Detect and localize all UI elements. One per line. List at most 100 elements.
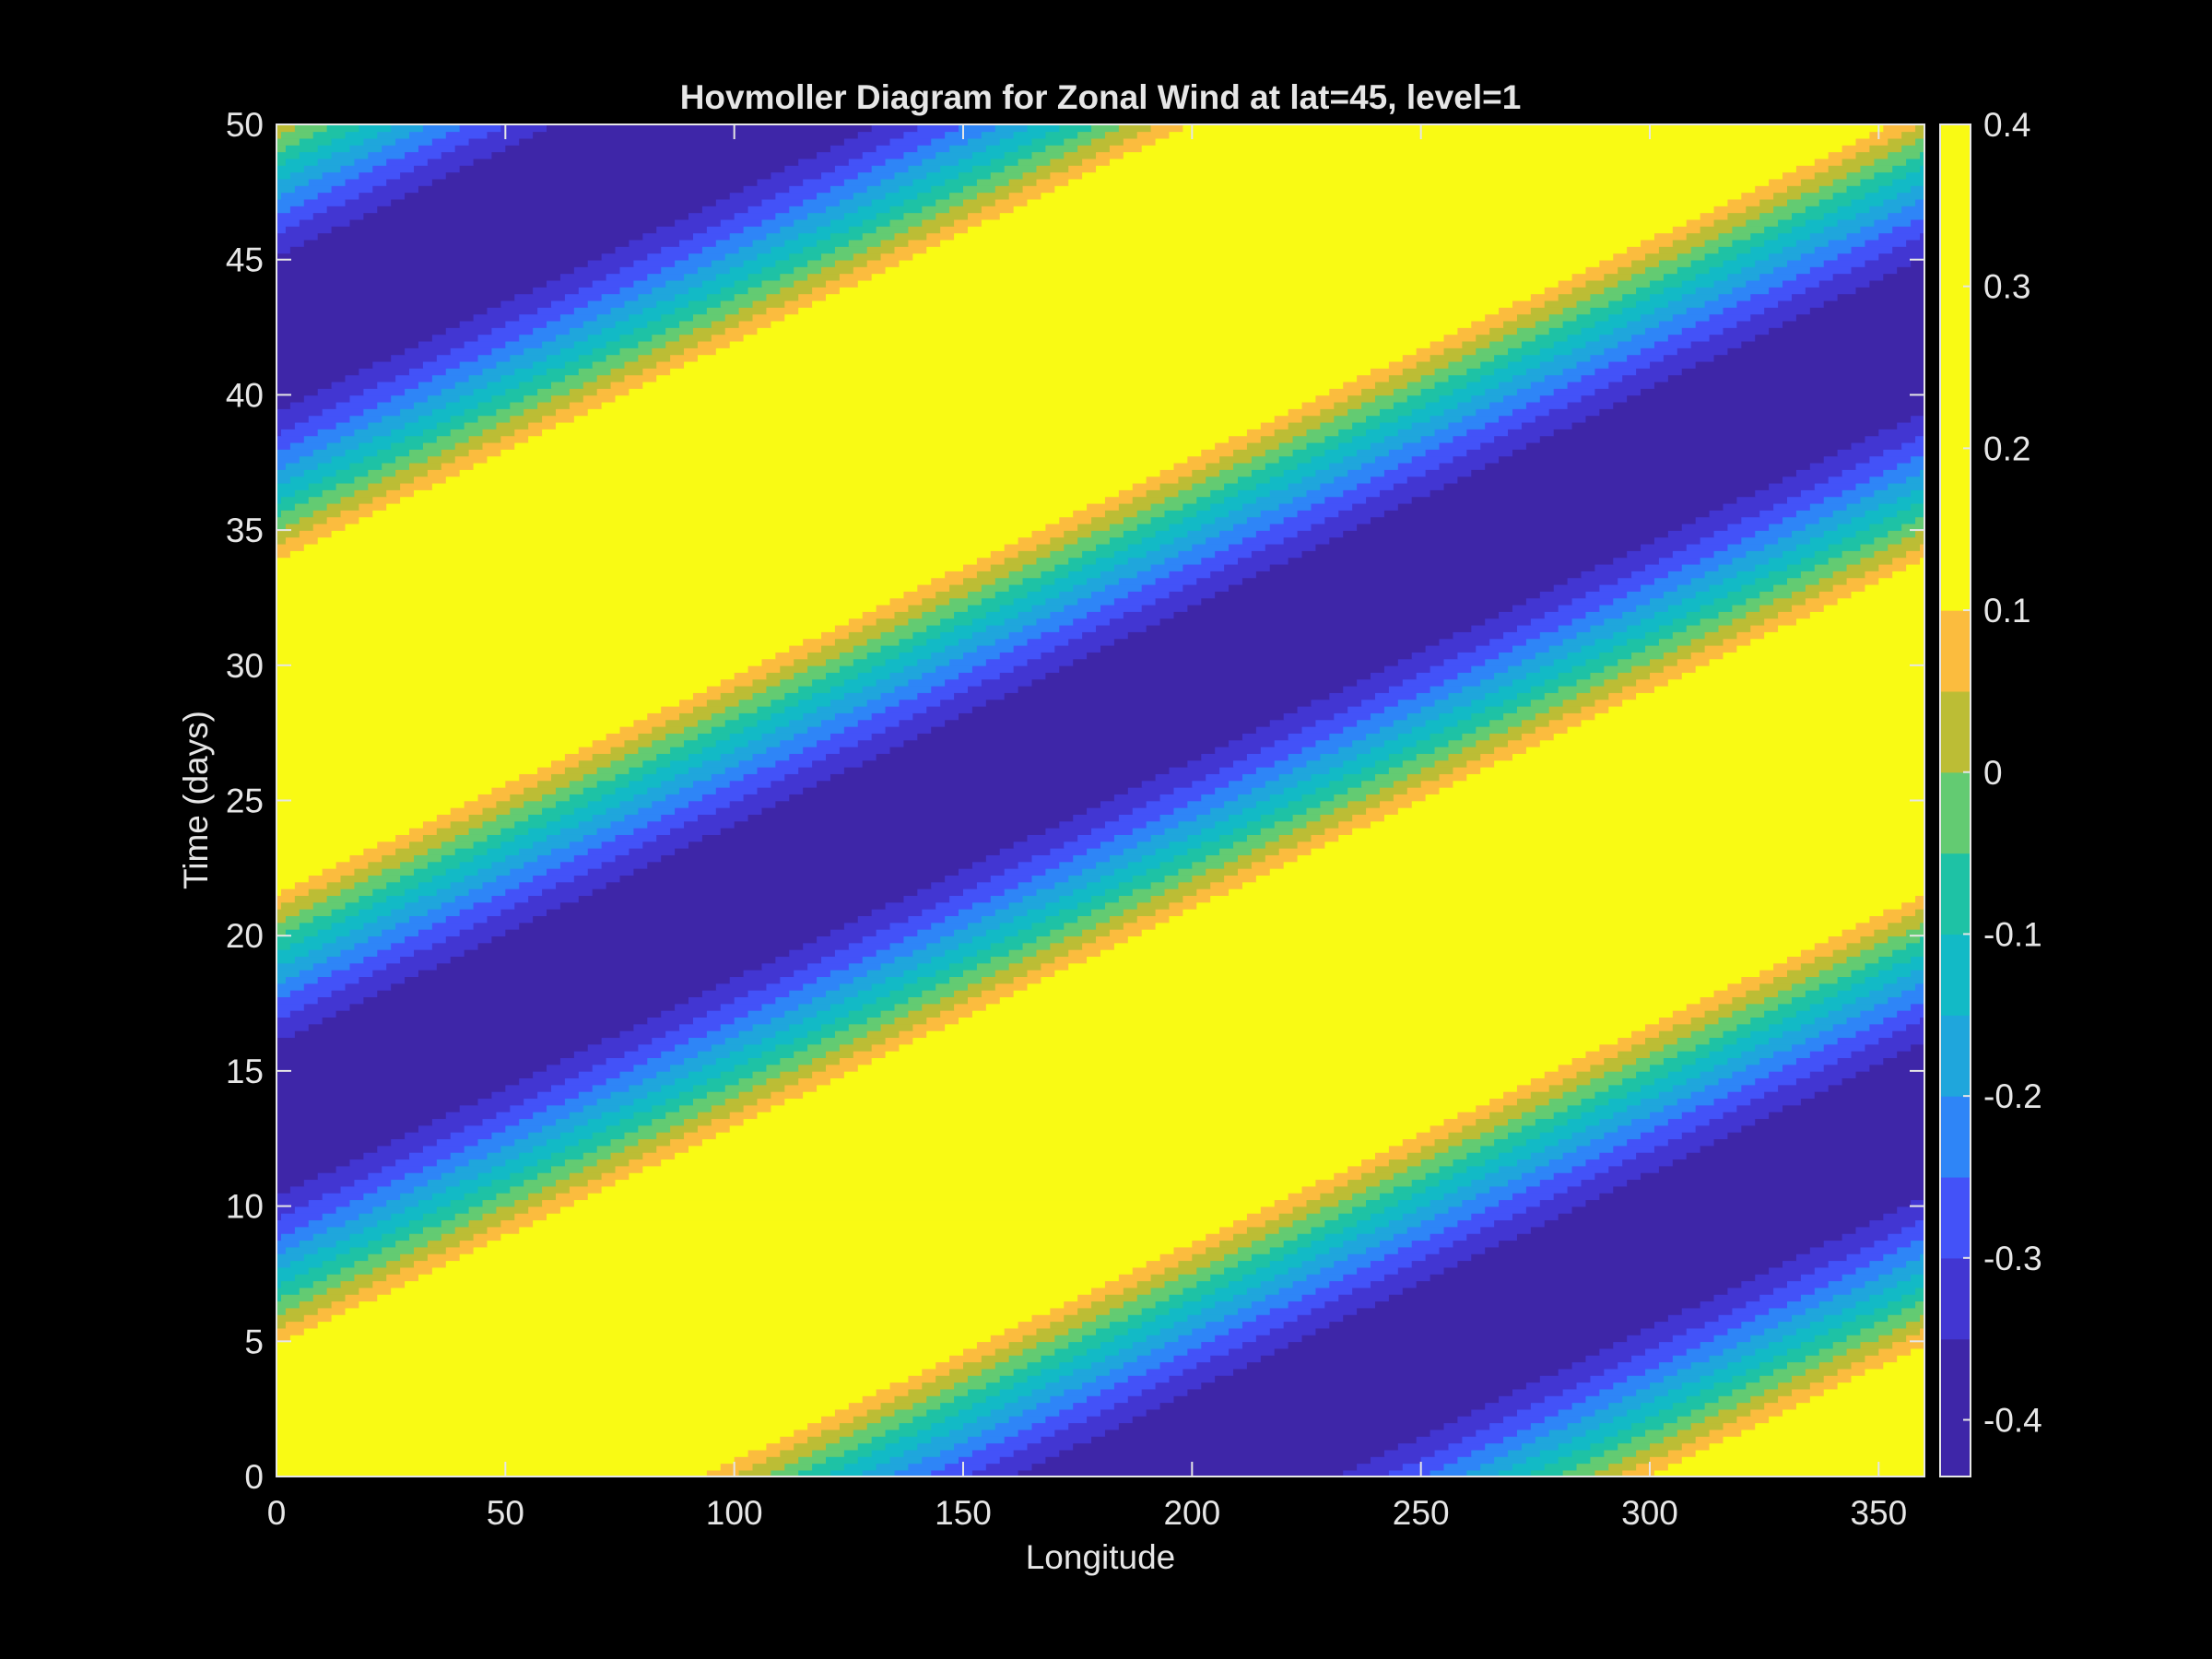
contour-cell bbox=[359, 908, 392, 916]
contour-cell bbox=[1764, 543, 1797, 551]
contour-cell bbox=[1471, 665, 1509, 673]
contour-cell bbox=[1667, 334, 1711, 342]
contour-cell bbox=[1146, 476, 1180, 484]
contour-cell bbox=[464, 340, 507, 348]
contour-cell bbox=[817, 151, 864, 159]
contour-cell bbox=[945, 644, 978, 653]
contour-cell bbox=[1201, 449, 1234, 457]
contour-cell bbox=[569, 841, 603, 849]
contour-cell bbox=[1508, 360, 1541, 369]
contour-cell bbox=[610, 1090, 649, 1100]
contour-cell bbox=[1402, 1212, 1436, 1221]
contour-cell bbox=[931, 1469, 973, 1477]
contour-cell bbox=[1681, 1382, 1715, 1390]
contour-cell bbox=[675, 293, 708, 301]
contour-cell bbox=[711, 1118, 745, 1126]
contour-cell bbox=[1741, 340, 1924, 348]
contour-cell bbox=[491, 1090, 538, 1100]
contour-cell bbox=[1769, 1037, 1806, 1045]
contour-cell bbox=[1439, 1246, 1486, 1254]
contour-cell bbox=[1411, 421, 1450, 429]
contour-cell bbox=[1077, 536, 1111, 545]
contour-cell bbox=[285, 158, 319, 166]
contour-cell bbox=[500, 435, 529, 443]
contour-cell bbox=[1064, 935, 1097, 944]
contour-cell bbox=[1516, 705, 1550, 713]
contour-cell bbox=[436, 354, 479, 362]
contour-cell bbox=[276, 1151, 365, 1160]
contour-cell bbox=[335, 861, 370, 869]
contour-cell bbox=[331, 969, 374, 978]
contour-cell bbox=[843, 212, 877, 220]
contour-cell bbox=[899, 638, 928, 646]
contour-cell bbox=[1068, 948, 1101, 958]
contour-cell bbox=[1800, 192, 1834, 200]
contour-cell bbox=[752, 678, 782, 687]
contour-cell bbox=[1430, 340, 1464, 348]
contour-cell bbox=[285, 1307, 319, 1315]
contour-cell bbox=[312, 510, 342, 518]
contour-cell bbox=[1087, 1394, 1129, 1404]
contour-cell bbox=[276, 1347, 964, 1356]
contour-cell bbox=[1448, 692, 1486, 700]
contour-cell bbox=[299, 1240, 337, 1248]
contour-cell bbox=[1169, 1293, 1203, 1302]
contour-cell bbox=[1155, 1313, 1189, 1323]
contour-cell bbox=[1283, 536, 1331, 545]
contour-cell bbox=[1471, 469, 1797, 477]
contour-cell bbox=[697, 1050, 731, 1059]
contour-cell bbox=[299, 151, 333, 159]
contour-cell bbox=[276, 1084, 507, 1092]
contour-cell bbox=[551, 773, 584, 782]
contour-cell bbox=[743, 1043, 777, 1052]
contour-cell bbox=[963, 1347, 996, 1356]
contour-cell bbox=[1224, 1253, 1253, 1262]
contour-cell bbox=[990, 1408, 1024, 1417]
contour-cell bbox=[482, 1199, 516, 1207]
contour-cell bbox=[1516, 692, 1546, 700]
contour-cell bbox=[684, 1057, 717, 1065]
contour-cell bbox=[1576, 1382, 1615, 1390]
contour-cell bbox=[1544, 287, 1573, 295]
contour-cell bbox=[547, 908, 873, 916]
contour-cell bbox=[1251, 861, 1285, 869]
contour-cell bbox=[610, 1138, 640, 1147]
contour-cell bbox=[395, 374, 433, 382]
contour-cell bbox=[1901, 915, 1924, 924]
contour-cell bbox=[848, 226, 877, 234]
contour-cell bbox=[967, 982, 996, 991]
contour-cell bbox=[839, 665, 873, 673]
contour-cell bbox=[1265, 1232, 1299, 1241]
contour-cell bbox=[871, 712, 914, 721]
contour-cell bbox=[959, 1017, 1660, 1025]
contour-cell bbox=[688, 1145, 1390, 1153]
contour-cell bbox=[1787, 1361, 1820, 1370]
contour-cell bbox=[1123, 922, 1157, 930]
contour-cell bbox=[1906, 942, 1924, 950]
contour-cell bbox=[276, 374, 347, 382]
contour-cell bbox=[1883, 124, 1916, 133]
contour-cell bbox=[1485, 421, 1523, 429]
contour-cell bbox=[1883, 1287, 1916, 1295]
contour-cell bbox=[1383, 1449, 1436, 1457]
contour-cell bbox=[1851, 246, 1894, 254]
contour-cell bbox=[445, 935, 493, 944]
contour-cell bbox=[1636, 692, 1924, 700]
contour-cell bbox=[821, 171, 859, 180]
contour-cell bbox=[1764, 226, 1793, 234]
contour-cell bbox=[633, 794, 666, 802]
contour-cell bbox=[1278, 847, 1312, 855]
contour-cell bbox=[1164, 875, 1194, 883]
contour-cell bbox=[647, 320, 680, 328]
contour-cell bbox=[1818, 577, 1848, 585]
contour-cell bbox=[633, 719, 666, 727]
contour-cell bbox=[280, 1280, 314, 1288]
contour-cell bbox=[880, 1009, 910, 1018]
contour-cell bbox=[647, 273, 685, 281]
contour-cell bbox=[834, 259, 868, 267]
contour-cell bbox=[1888, 935, 1921, 944]
contour-cell bbox=[276, 145, 287, 153]
contour-cell bbox=[1897, 462, 1924, 470]
contour-cell bbox=[547, 1212, 1248, 1221]
contour-cell bbox=[441, 854, 475, 863]
